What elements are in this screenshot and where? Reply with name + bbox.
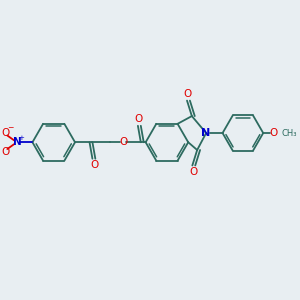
Text: −: −: [7, 123, 14, 132]
Text: O: O: [1, 128, 10, 138]
Text: O: O: [1, 147, 10, 157]
Text: N: N: [202, 128, 211, 138]
Text: O: O: [189, 167, 197, 177]
Text: O: O: [135, 114, 143, 124]
Text: O: O: [119, 137, 128, 147]
Text: +: +: [18, 135, 24, 141]
Text: CH₃: CH₃: [282, 128, 297, 137]
Text: O: O: [90, 160, 98, 170]
Text: O: O: [270, 128, 278, 138]
Text: N: N: [13, 137, 21, 147]
Text: O: O: [184, 89, 192, 99]
